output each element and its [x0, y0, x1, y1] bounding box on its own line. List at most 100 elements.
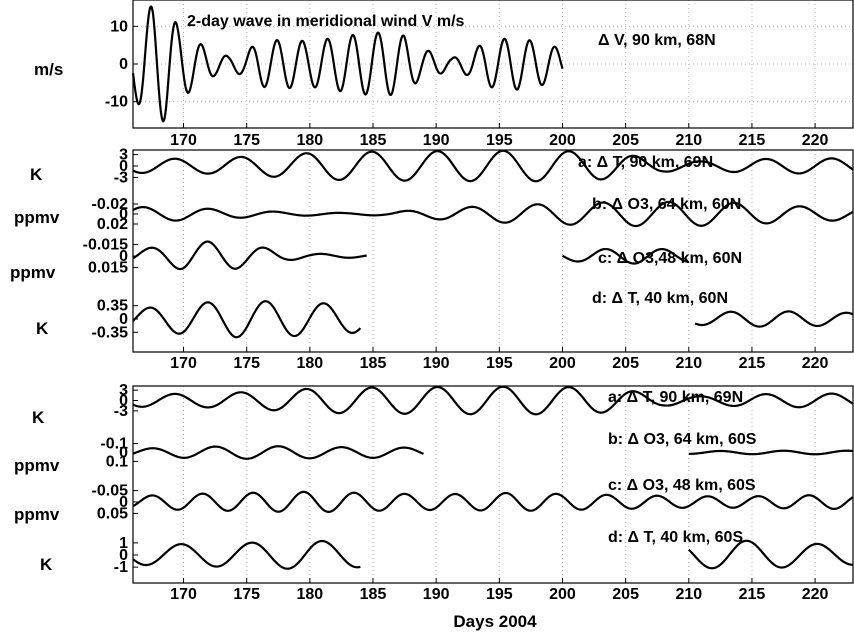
y-tick-label: 0.35	[97, 298, 128, 315]
x-tick-label: 175	[233, 355, 260, 372]
x-tick-label: 215	[739, 132, 766, 149]
x-tick-label: 210	[675, 132, 702, 149]
grid-lines	[133, 0, 853, 128]
x-tick-label: 220	[802, 586, 829, 603]
y-tick-label: 0.015	[88, 259, 128, 276]
x-tick-label: 205	[612, 586, 639, 603]
series-line	[132, 539, 361, 570]
x-tick-label: 185	[360, 586, 387, 603]
y-tick-labels: 10 0 -10	[105, 18, 138, 111]
x-tick-labels: 170 175 180 185 190 195 200 205 210 215 220	[170, 586, 828, 603]
y-axis-label: m/s	[34, 60, 63, 79]
unit-label-c: ppmv	[10, 263, 56, 282]
series-label-d: d: Δ T, 40 km, 60N	[592, 290, 728, 307]
series-label-c: c: Δ O3, 48 km, 60S	[608, 477, 756, 494]
x-tick-label: 190	[423, 132, 450, 149]
x-tick-label: 215	[739, 586, 766, 603]
y-tick-label: 0	[119, 547, 128, 564]
x-tick-label: 190	[423, 586, 450, 603]
series-line	[132, 200, 854, 228]
axes-frame	[132, 149, 854, 353]
series-line	[132, 300, 362, 339]
x-tick-label: 210	[675, 586, 702, 603]
y-tick-label: 0	[119, 311, 128, 328]
series-label: Δ V, 90 km, 68N	[598, 32, 716, 49]
y-tick-label: -3	[114, 169, 128, 186]
x-tick-label: 180	[296, 132, 323, 149]
series-label-a: a: Δ T, 90 km, 69N	[578, 154, 713, 171]
y-tick-label: -10	[105, 94, 128, 111]
series-line	[132, 240, 368, 271]
unit-label-b: ppmv	[14, 208, 60, 227]
x-tick-label: 190	[423, 355, 450, 372]
x-tick-label: 195	[486, 586, 513, 603]
series-line	[132, 149, 854, 183]
unit-label-c: ppmv	[14, 505, 60, 524]
x-tick-label: 210	[675, 355, 702, 372]
axes-frame	[132, 0, 854, 129]
y-tick-label: -0.35	[92, 324, 129, 341]
x-tick-label: 185	[360, 132, 387, 149]
y-tick-label: 1	[119, 535, 128, 552]
x-tick-label: 195	[486, 355, 513, 372]
series-label-c: c: Δ O3,48 km, 60N	[598, 250, 742, 267]
y-tick-label: 0	[119, 158, 128, 175]
unit-label-d: K	[36, 319, 49, 338]
y-tick-label: 0	[119, 445, 128, 462]
series-line	[131, 5, 564, 123]
panel-wind: 10 0 -10 170 175 180 185 190 195 200 205 210 215 220…	[34, 0, 854, 149]
y-tick-label: 0	[119, 206, 128, 223]
y-tick-label: 10	[110, 18, 128, 35]
y-tick-label: 0	[119, 248, 128, 265]
grid-lines	[183, 386, 816, 583]
x-tick-label: 215	[739, 355, 766, 372]
series-lines	[132, 385, 854, 570]
series-line	[132, 385, 854, 416]
x-tick-labels: 170 175 180 185 190 195 200 205 210 215 220	[170, 355, 828, 372]
y-tick-label: 3	[119, 382, 128, 399]
series-line	[694, 310, 854, 328]
series-line	[688, 539, 854, 570]
x-tick-label: 205	[612, 355, 639, 372]
x-tick-label: 205	[612, 132, 639, 149]
y-tick-label: -3	[114, 403, 128, 420]
series-lines	[131, 5, 564, 123]
series-label-b: b: Δ O3, 64 km, 60S	[608, 431, 757, 448]
x-tick-label: 185	[360, 355, 387, 372]
axes-frame	[132, 385, 854, 584]
y-tick-label: -0.015	[83, 237, 128, 254]
x-tick-label: 220	[802, 355, 829, 372]
series-lines	[132, 149, 854, 339]
y-tick-label: -1	[114, 559, 128, 576]
y-tick-label: -0.02	[92, 196, 129, 213]
x-tick-label: 200	[549, 586, 576, 603]
x-tick-label: 180	[296, 355, 323, 372]
x-tick-label: 170	[170, 355, 197, 372]
series-line	[132, 490, 854, 513]
unit-label-a: K	[32, 408, 45, 427]
x-tick-label: 200	[549, 355, 576, 372]
x-tick-label: 170	[170, 586, 197, 603]
y-tick-label: 0.1	[106, 453, 128, 470]
unit-label-b: ppmv	[14, 456, 60, 475]
x-tick-labels: 170 175 180 185 190 195 200 205 210 215 220	[170, 132, 828, 149]
x-tick-label: 170	[170, 132, 197, 149]
series-label-b: b: Δ O3, 64 km, 60N	[592, 196, 741, 213]
series-line	[132, 445, 424, 460]
y-tick-label: 0.02	[97, 216, 128, 233]
y-tick-label: -0.1	[100, 436, 128, 453]
x-tick-label: 195	[486, 132, 513, 149]
chart-title: 2-day wave in meridional wind V m/s	[187, 13, 465, 30]
y-tick-label: 0	[119, 494, 128, 511]
unit-label-d: K	[40, 555, 53, 574]
x-tick-label: 180	[296, 586, 323, 603]
x-tick-label: 220	[802, 132, 829, 149]
y-tick-label: 3	[119, 147, 128, 164]
unit-label-a: K	[30, 165, 43, 184]
x-tick-label: 175	[233, 132, 260, 149]
x-tick-label: 200	[549, 132, 576, 149]
series-label-a: a: Δ T, 90 km, 69N	[608, 389, 743, 406]
